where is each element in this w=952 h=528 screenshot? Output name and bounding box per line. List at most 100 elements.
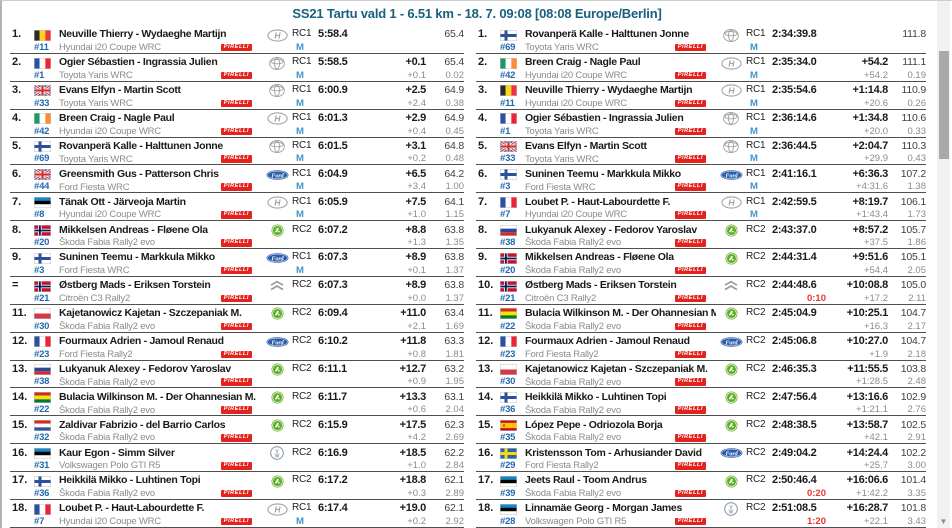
result-row[interactable]: 3. Evans Elfyn - Martin Scott #33 Toyota Ya…: [10, 82, 464, 110]
result-row[interactable]: 12. Fourmaux Adrien - Jamoul Renaud #23 For…: [10, 333, 464, 361]
result-row[interactable]: 16. Kristensson Tom - Arhusiander David #2…: [476, 444, 926, 472]
crew-names: Østberg Mads - Eriksen Torstein: [59, 279, 211, 292]
gap-to-previous: +1.0: [407, 460, 426, 472]
class-label: RC2: [292, 390, 312, 402]
result-row[interactable]: 9. Suninen Teemu - Markkula Mikko #3 Ford F…: [10, 249, 464, 277]
flag-france-icon: [500, 335, 525, 349]
class-label: RC1: [292, 84, 312, 96]
svg-text:H: H: [728, 197, 735, 207]
scroll-down-icon[interactable]: ▼: [939, 517, 948, 526]
pirelli-tyre-logo: PIRELLI: [220, 350, 252, 359]
result-row[interactable]: 17. Heikkilä Mikko - Luhtinen Topi #36 Škod…: [10, 472, 464, 500]
result-row[interactable]: 16. Kaur Egon - Simm Silver #31 Volkswagen …: [10, 444, 464, 472]
gap-to-previous: +20.0: [863, 125, 888, 137]
result-row[interactable]: 11. Bulacia Wilkinson M. - Der Ohannesian…: [476, 305, 926, 333]
car-line: Ford Fiesta Rally2 PIRELLI: [59, 349, 262, 361]
car-line: Volkswagen Polo GTI R5 PIRELLI: [59, 460, 262, 472]
avg-speed: 64.1: [444, 195, 464, 208]
result-row[interactable]: 7. Loubet P. - Haut-Labourdette F. #7 Hyund…: [476, 193, 926, 222]
class-label: RC2: [292, 279, 312, 291]
car-line: Citroën C3 Rally2 PIRELLI: [59, 293, 262, 305]
tyre-compound: M: [296, 153, 304, 165]
tyre-compound: M: [296, 69, 304, 81]
result-row[interactable]: 8. Lukyanuk Alexey - Fedorov Yaroslav #38 Š…: [476, 221, 926, 249]
result-row[interactable]: 13. Lukyanuk Alexey - Fedorov Yaroslav #38…: [10, 361, 464, 389]
car-line: Ford Fiesta WRC PIRELLI: [59, 265, 262, 277]
result-row[interactable]: 2. Ogier Sébastien - Ingrassia Julien #1 To…: [10, 54, 464, 82]
avg-speed: 64.9: [444, 84, 464, 97]
result-row[interactable]: 1. Rovanperä Kalle - Halttunen Jonne #69 To…: [476, 26, 926, 54]
result-row[interactable]: 13. Kajetanowicz Kajetan - Szczepaniak M.…: [476, 361, 926, 389]
result-row[interactable]: 17. Jeets Raul - Toom Andrus #39 Škoda Fabi…: [476, 472, 926, 500]
position-label: 2.: [478, 56, 488, 69]
result-row[interactable]: 1. Neuville Thierry - Wydaeghe Martijn #11…: [10, 26, 464, 54]
position-label: 2.: [12, 56, 22, 69]
result-row[interactable]: 8. Mikkelsen Andreas - Fløene Ola #20 Škoda…: [10, 221, 464, 249]
car-line: Škoda Fabia Rally2 evo PIRELLI: [59, 488, 262, 500]
gap-to-leader: +18.5: [399, 446, 427, 459]
result-row[interactable]: 4. Breen Craig - Nagle Paul #42 Hyundai i20…: [10, 110, 464, 138]
flag-russia-icon: [500, 224, 525, 238]
result-row[interactable]: 18. Loubet P. - Haut-Labourdette F. #7 Hyun…: [10, 500, 464, 528]
speed-diff: 0.19: [907, 69, 927, 81]
result-row[interactable]: 14. Heikkilä Mikko - Luhtinen Topi #36 Škod…: [476, 388, 926, 417]
car-model: Hyundai i20 Coupe WRC: [525, 70, 627, 82]
car-number: #22: [34, 404, 50, 416]
pirelli-tyre-logo: PIRELLI: [220, 406, 252, 414]
speed-diff: 0.43: [907, 153, 927, 165]
result-row[interactable]: 6. Greensmith Gus - Patterson Chris #44 For…: [10, 165, 464, 194]
flag-norway-icon: [34, 279, 59, 293]
result-row[interactable]: 6. Suninen Teemu - Markkula Mikko #3 Ford F…: [476, 165, 926, 194]
result-row[interactable]: 15. López Pepe - Odriozola Borja #35 Škoda …: [476, 416, 926, 445]
ford-logo: Ford: [262, 168, 292, 182]
result-row[interactable]: 5. Rovanperä Kalle - Halttunen Jonne #69 To…: [10, 138, 464, 166]
car-model: Ford Fiesta Rally2: [525, 348, 599, 360]
time-value: 2:35:54.6: [772, 84, 817, 97]
class-label: RC2: [746, 446, 766, 458]
scrollbar-thumb[interactable]: [938, 51, 949, 159]
gap-to-leader: +8:19.7: [852, 195, 888, 208]
car-line: Volkswagen Polo GTI R5 PIRELLI: [525, 516, 716, 528]
tyre-compound: M: [750, 181, 758, 193]
car-line: Toyota Yaris WRC PIRELLI: [525, 42, 716, 54]
result-row[interactable]: 15. Zaldivar Fabrizio - del Barrio Carlos…: [10, 416, 464, 445]
time-value: 6:01.3: [318, 112, 348, 125]
tyre-compound: M: [750, 97, 758, 109]
crew-names: López Pepe - Odriozola Borja: [525, 418, 663, 431]
position-label: 8.: [12, 223, 22, 236]
result-row[interactable]: 4. Ogier Sébastien - Ingrassia Julien #1 To…: [476, 110, 926, 138]
result-row[interactable]: 10. Østberg Mads - Eriksen Torstein #21 Cit…: [476, 277, 926, 305]
flag-finland-icon: [500, 168, 525, 182]
toyota-logo: [262, 84, 292, 98]
time-value: 2:45:06.8: [772, 335, 817, 348]
position-label: 18.: [12, 502, 28, 515]
time-value: 2:36:14.6: [772, 112, 817, 125]
overall-results-column: 1. Rovanperä Kalle - Halttunen Jonne #69 To…: [470, 26, 928, 528]
car-line: Toyota Yaris WRC PIRELLI: [525, 126, 716, 138]
pirelli-tyre-logo: PIRELLI: [674, 517, 706, 526]
class-label: RC1: [292, 251, 312, 263]
toyota-logo: [716, 112, 746, 126]
result-row[interactable]: 5. Evans Elfyn - Martin Scott #33 Toyota Ya…: [476, 138, 926, 166]
car-model: Toyota Yaris WRC: [59, 70, 133, 82]
crew-names: Kaur Egon - Simm Silver: [59, 446, 175, 459]
avg-speed: 62.2: [444, 446, 464, 459]
position-label: 12.: [12, 335, 28, 348]
result-row[interactable]: 11. Kajetanowicz Kajetan - Szczepaniak M.…: [10, 305, 464, 333]
result-row[interactable]: 9. Mikkelsen Andreas - Fløene Ola #20 Škoda…: [476, 249, 926, 277]
time-value: 2:35:34.0: [772, 56, 817, 69]
gap-to-previous: +17.2: [863, 292, 888, 304]
result-row[interactable]: = Østberg Mads - Eriksen Torstein #21 Citro…: [10, 277, 464, 305]
result-row[interactable]: 18. Linnamäe Georg - Morgan James #28 Volks…: [476, 500, 926, 528]
result-row[interactable]: 12. Fourmaux Adrien - Jamoul Renaud #23 For…: [476, 333, 926, 361]
result-row[interactable]: 2. Breen Craig - Nagle Paul #42 Hyundai i20…: [476, 54, 926, 82]
result-row[interactable]: 3. Neuville Thierry - Wydaeghe Martijn #11…: [476, 82, 926, 110]
gap-to-leader: +3.1: [405, 139, 426, 152]
avg-speed: 63.3: [444, 335, 464, 348]
car-line: Hyundai i20 Coupe WRC PIRELLI: [525, 98, 716, 110]
result-row[interactable]: 7. Tänak Ott - Järveoja Martin #8 Hyundai i…: [10, 193, 464, 222]
result-row[interactable]: 14. Bulacia Wilkinson M. - Der Ohannesian…: [10, 388, 464, 417]
scrollbar[interactable]: ▼: [937, 1, 950, 528]
position-label: 18.: [478, 502, 494, 515]
